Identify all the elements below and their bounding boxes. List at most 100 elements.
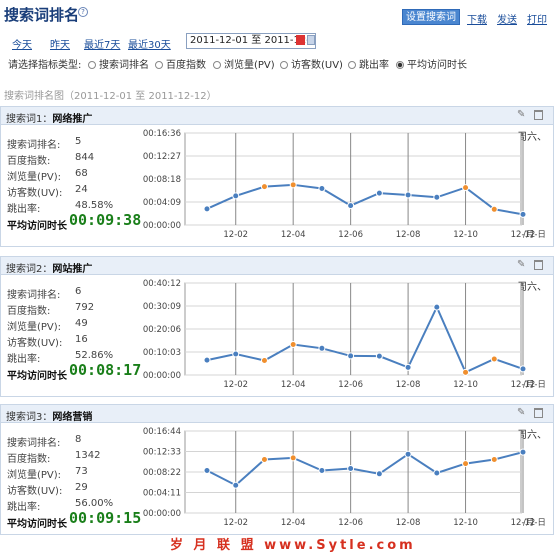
trash-icon[interactable]	[534, 408, 543, 418]
data-point	[347, 352, 355, 360]
data-point	[490, 355, 498, 363]
top-bar: 搜索词排名 ? 设置搜索词 下载 发送 打印	[0, 0, 558, 28]
radio-icon[interactable]	[155, 61, 163, 69]
data-point	[462, 460, 470, 468]
stat-bounce: 跳出率: 56.00%	[7, 498, 114, 513]
y-tick-label: 00:00:00	[143, 371, 181, 381]
data-point	[289, 181, 297, 189]
data-point	[289, 340, 297, 348]
x-tick-label: 12-12	[511, 518, 536, 528]
clear-date-icon[interactable]	[296, 35, 305, 45]
range-30days-link[interactable]: 最近30天	[128, 40, 171, 51]
data-point	[232, 350, 240, 358]
radio-icon[interactable]	[88, 61, 96, 69]
data-point	[347, 202, 355, 210]
data-point	[519, 365, 527, 373]
metric-option-avg-duration[interactable]: 平均访问时长	[396, 56, 467, 71]
y-tick-label: 00:20:06	[143, 325, 181, 335]
data-point	[318, 467, 326, 475]
data-point	[519, 448, 527, 456]
date-range-row: 今天 昨天 最近7天 最近30天 2011-12-01 至 2011-12-	[0, 32, 558, 52]
stat-bounce: 跳出率: 52.86%	[7, 350, 114, 365]
y-tick-label: 00:08:18	[143, 175, 181, 185]
keyword-panel-1: 搜索词1：网络推广 ✎ 周六、 搜索词排名: 5 百度指数: 844 浏览量(PV)…	[0, 106, 554, 247]
trash-icon[interactable]	[534, 260, 543, 270]
y-tick-label: 00:10:03	[143, 348, 181, 358]
page-title: 搜索词排名	[4, 6, 80, 24]
metric-option-uv[interactable]: 访客数(UV)	[280, 56, 343, 71]
edit-icon[interactable]: ✎	[517, 259, 526, 270]
data-point	[462, 184, 470, 192]
y-tick-label: 00:16:36	[143, 129, 181, 139]
x-tick-label: 12-06	[338, 380, 363, 390]
section-title: 搜索词排名图（2011-12-01 至 2011-12-12）	[4, 91, 217, 102]
edit-icon[interactable]: ✎	[517, 407, 526, 418]
x-tick-label: 12-10	[453, 230, 478, 240]
y-tick-label: 00:30:09	[143, 302, 181, 312]
metric-option-baidu-index[interactable]: 百度指数	[155, 56, 206, 71]
x-tick-label: 12-10	[453, 380, 478, 390]
download-link[interactable]: 下载	[467, 15, 487, 26]
radio-icon[interactable]	[348, 61, 356, 69]
series-line	[206, 183, 524, 216]
y-tick-label: 00:40:12	[143, 279, 181, 289]
radio-icon[interactable]	[280, 61, 288, 69]
print-link[interactable]: 打印	[527, 15, 547, 26]
panel-header: 搜索词3：网络营销 ✎	[1, 405, 553, 423]
stat-uv: 访客数(UV): 16	[7, 334, 88, 349]
stat-baidu-index: 百度指数: 1342	[7, 450, 101, 465]
calendar-dropdown-icon[interactable]	[307, 35, 315, 45]
avg-duration-value: 00:09:15	[69, 509, 142, 527]
metric-label: 请选择指标类型:	[8, 60, 82, 71]
keyword-panel-2: 搜索词2：网站推广 ✎ 周六、 搜索词排名: 6 百度指数: 792 浏览量(PV)…	[0, 256, 554, 397]
data-point	[462, 368, 470, 376]
data-point	[260, 183, 268, 191]
data-point	[433, 193, 441, 201]
metric-option-rank[interactable]: 搜索词排名	[88, 56, 149, 71]
line-chart: 00:00:00 00:04:11 00:08:22 00:12:33 00:16:44…	[143, 427, 546, 528]
data-point	[232, 481, 240, 489]
stat-pv: 浏览量(PV): 49	[7, 318, 88, 333]
data-point	[375, 470, 383, 478]
x-tick-label: 12-10	[453, 518, 478, 528]
x-unit-label: /月-日	[523, 380, 546, 390]
x-tick-label: 12-04	[281, 230, 306, 240]
x-tick-label: 12-08	[396, 380, 421, 390]
stat-uv: 访客数(UV): 29	[7, 482, 88, 497]
x-tick-label: 12-02	[223, 230, 248, 240]
x-tick-label: 12-04	[281, 518, 306, 528]
x-tick-label: 12-08	[396, 230, 421, 240]
avg-duration-value: 00:08:17	[69, 361, 142, 379]
data-point	[318, 344, 326, 352]
metric-option-pv[interactable]: 浏览量(PV)	[213, 56, 275, 71]
avg-duration-label: 平均访问时长	[7, 221, 67, 232]
stat-pv: 浏览量(PV): 68	[7, 168, 88, 183]
set-keywords-button[interactable]: 设置搜索词	[402, 9, 460, 25]
avg-duration-label: 平均访问时长	[7, 371, 67, 382]
range-yesterday-link[interactable]: 昨天	[50, 40, 70, 51]
send-link[interactable]: 发送	[497, 15, 517, 26]
series-line	[206, 304, 524, 374]
radio-selected-icon[interactable]	[396, 61, 404, 69]
metric-option-bounce[interactable]: 跳出率	[348, 56, 389, 71]
data-point	[433, 469, 441, 477]
range-today-link[interactable]: 今天	[12, 40, 32, 51]
data-point	[404, 191, 412, 199]
radio-icon[interactable]	[213, 61, 221, 69]
trash-icon[interactable]	[534, 110, 543, 120]
data-point	[203, 205, 211, 213]
x-tick-label: 12-02	[223, 380, 248, 390]
date-range-input[interactable]: 2011-12-01 至 2011-12-	[186, 33, 316, 49]
y-tick-label: 00:08:22	[143, 468, 181, 478]
edit-icon[interactable]: ✎	[517, 109, 526, 120]
data-point	[260, 357, 268, 365]
help-icon[interactable]: ?	[78, 7, 88, 17]
range-7days-link[interactable]: 最近7天	[84, 40, 121, 51]
keyword-name: 网络营销	[52, 412, 93, 423]
data-point	[260, 456, 268, 464]
data-point	[375, 189, 383, 197]
keyword-name: 网络推广	[52, 114, 93, 125]
avg-duration-value: 00:09:38	[69, 211, 142, 229]
stat-baidu-index: 百度指数: 844	[7, 152, 95, 167]
data-point	[433, 303, 441, 311]
